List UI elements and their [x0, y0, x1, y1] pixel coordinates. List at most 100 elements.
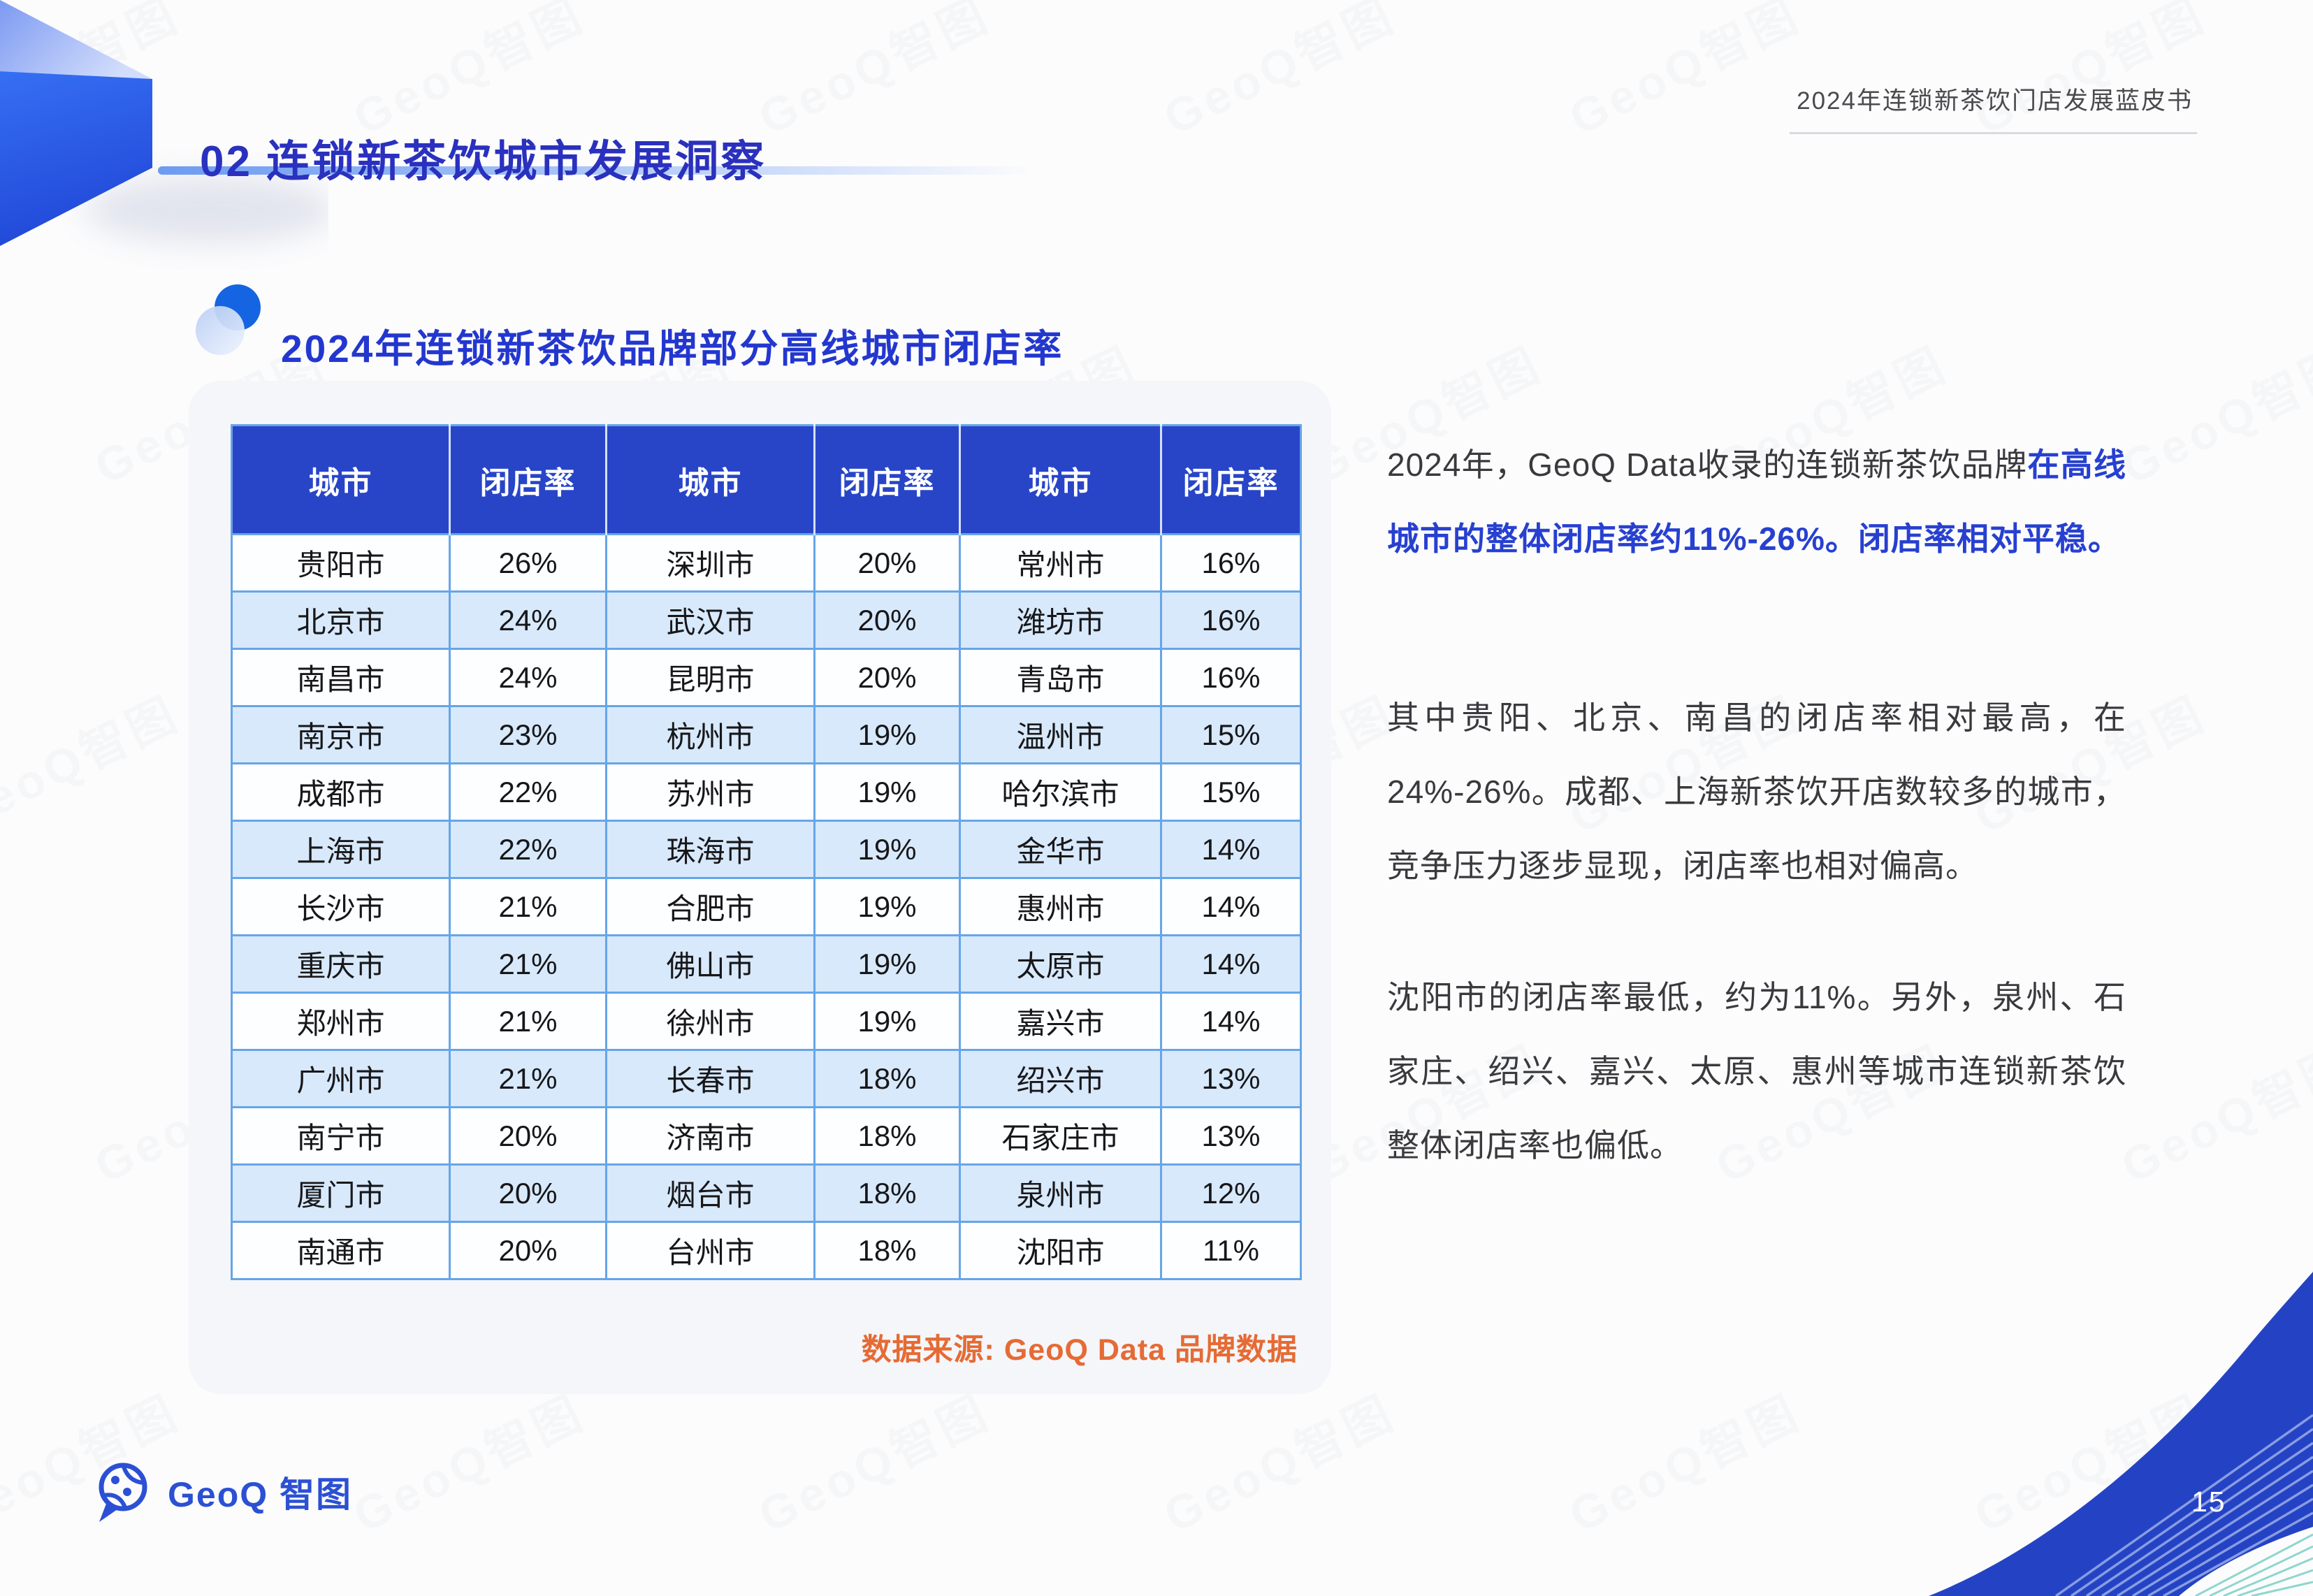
table-header-row: 城市 闭店率 城市 闭店率 城市 闭店率: [231, 425, 1301, 535]
city-cell: 贵阳市: [231, 533, 451, 593]
cube-top-face: [0, 0, 152, 79]
cube-front-face: [0, 71, 152, 246]
closure-rate-cell: 22%: [449, 762, 607, 822]
closure-rate-cell: 14%: [1160, 820, 1302, 879]
closure-rate-cell: 12%: [1160, 1163, 1302, 1223]
city-cell: 嘉兴市: [959, 992, 1162, 1051]
table-row: 广州市 21% 长春市 18% 绍兴市 13%: [231, 1049, 1302, 1108]
city-cell: 泉州市: [959, 1163, 1162, 1223]
table-row: 南通市 20% 台州市 18% 沈阳市 11%: [231, 1221, 1302, 1280]
closure-rate-cell: 20%: [813, 590, 961, 650]
closure-table-body: 贵阳市 26% 深圳市 20% 常州市 16% 北京市 24% 武汉市 20% 潍坊市 16% 南昌市 2…: [231, 533, 1302, 1280]
closure-rate-cell: 18%: [813, 1106, 961, 1166]
report-title: 2024年连锁新茶饮门店发展蓝皮书: [1790, 81, 2197, 134]
closure-rate-cell: 19%: [813, 992, 961, 1051]
geoq-logo-icon: [99, 1463, 147, 1522]
watermark-text: GeoQ智图: [345, 1385, 593, 1543]
data-source-note: 数据来源: GeoQ Data 品牌数据: [861, 1333, 1298, 1367]
city-cell: 温州市: [959, 705, 1162, 764]
closure-rate-cell: 19%: [813, 762, 961, 822]
city-cell: 烟台市: [605, 1163, 815, 1223]
table-row: 成都市 22% 苏州市 19% 哈尔滨市 15%: [231, 762, 1302, 822]
closure-rate-cell: 13%: [1160, 1106, 1302, 1166]
closure-rate-cell: 13%: [1160, 1049, 1302, 1108]
city-cell: 成都市: [231, 762, 451, 822]
title-underline-decoration: [158, 166, 1033, 175]
city-cell: 佛山市: [605, 934, 815, 994]
city-cell: 南京市: [231, 705, 451, 764]
page-title: 02 连锁新茶饮城市发展洞察: [200, 137, 767, 186]
table-row: 南京市 23% 杭州市 19% 温州市 15%: [231, 705, 1302, 764]
closure-rate-cell: 20%: [813, 533, 961, 593]
city-cell: 常州市: [959, 533, 1162, 593]
table-row: 南宁市 20% 济南市 18% 石家庄市 13%: [231, 1106, 1302, 1166]
closure-rate-cell: 19%: [813, 820, 961, 879]
table-row: 南昌市 24% 昆明市 20% 青岛市 16%: [231, 648, 1302, 707]
closure-rate-cell: 22%: [449, 820, 607, 879]
cube-shadow: [84, 176, 328, 243]
table-header-cell: 闭店率: [449, 425, 607, 535]
watermark-text: GeoQ智图: [2113, 337, 2313, 495]
city-cell: 重庆市: [231, 934, 451, 994]
closure-rate-cell: 15%: [1160, 762, 1302, 822]
table-panel: 城市 闭店率 城市 闭店率 城市 闭店率 贵阳市 26% 深圳市 20% 常州市 16% 北京市 24%…: [189, 381, 1331, 1394]
city-cell: 上海市: [231, 820, 451, 879]
section-title: 2024年连锁新茶饮品牌部分高线城市闭店率: [281, 326, 1064, 370]
city-cell: 石家庄市: [959, 1106, 1162, 1166]
closure-rate-cell: 21%: [449, 1049, 607, 1108]
closure-rate-cell: 19%: [813, 877, 961, 936]
watermark-text: GeoQ智图: [751, 0, 999, 145]
table-row: 贵阳市 26% 深圳市 20% 常州市 16%: [231, 533, 1302, 593]
table-row: 重庆市 21% 佛山市 19% 太原市 14%: [231, 934, 1302, 994]
swoosh-stripes: [2054, 1414, 2313, 1596]
corner-swoosh-decoration: [1929, 1272, 2313, 1596]
city-cell: 杭州市: [605, 705, 815, 764]
analysis-paragraph-1: 2024年，GeoQ Data收录的连锁新茶饮品牌在高线城市的整体闭店率约11%…: [1387, 428, 2126, 576]
city-cell: 徐州市: [605, 992, 815, 1051]
closure-rate-cell: 19%: [813, 934, 961, 994]
city-cell: 哈尔滨市: [959, 762, 1162, 822]
closure-rate-cell: 26%: [449, 533, 607, 593]
closure-rate-cell: 20%: [449, 1221, 607, 1280]
city-cell: 南宁市: [231, 1106, 451, 1166]
city-cell: 惠州市: [959, 877, 1162, 936]
table-row: 北京市 24% 武汉市 20% 潍坊市 16%: [231, 590, 1302, 650]
brand-logo: GeoQ 智图: [92, 1459, 352, 1525]
closure-rate-cell: 15%: [1160, 705, 1302, 764]
closure-rate-cell: 20%: [449, 1106, 607, 1166]
city-cell: 绍兴市: [959, 1049, 1162, 1108]
closure-rate-cell: 21%: [449, 877, 607, 936]
closure-rate-cell: 24%: [449, 648, 607, 707]
closure-rate-cell: 21%: [449, 992, 607, 1051]
closure-rate-table: 城市 闭店率 城市 闭店率 城市 闭店率 贵阳市 26% 深圳市 20% 常州市 16% 北京市 24%…: [231, 424, 1302, 1280]
city-cell: 沈阳市: [959, 1221, 1162, 1280]
city-cell: 昆明市: [605, 648, 815, 707]
city-cell: 长春市: [605, 1049, 815, 1108]
analysis-paragraph-3: 沈阳市的闭店率最低，约为11%。另外，泉州、石家庄、绍兴、嘉兴、太原、惠州等城市…: [1387, 979, 2126, 1163]
city-cell: 厦门市: [231, 1163, 451, 1223]
table-header-cell: 城市: [605, 425, 815, 535]
closure-rate-cell: 16%: [1160, 533, 1302, 593]
watermark-text: GeoQ智图: [0, 686, 188, 844]
table-header-cell: 闭店率: [1160, 425, 1301, 535]
city-cell: 珠海市: [605, 820, 815, 879]
city-cell: 郑州市: [231, 992, 451, 1051]
closure-rate-cell: 20%: [449, 1163, 607, 1223]
brand-logo-text: GeoQ 智图: [168, 1475, 353, 1514]
closure-rate-cell: 14%: [1160, 992, 1302, 1051]
closure-rate-cell: 24%: [449, 590, 607, 650]
city-cell: 南通市: [231, 1221, 451, 1280]
city-cell: 潍坊市: [959, 590, 1162, 650]
swoosh-band: [1929, 1272, 2313, 1596]
closure-rate-cell: 18%: [813, 1221, 961, 1280]
teal-lines: [2195, 1533, 2313, 1596]
table-row: 郑州市 21% 徐州市 19% 嘉兴市 14%: [231, 992, 1302, 1051]
corner-cube-decoration: [0, 0, 328, 246]
closure-rate-cell: 14%: [1160, 934, 1302, 994]
closure-rate-cell: 16%: [1160, 590, 1302, 650]
city-cell: 深圳市: [605, 533, 815, 593]
city-cell: 济南市: [605, 1106, 815, 1166]
page-number: 15: [2191, 1486, 2226, 1518]
city-cell: 武汉市: [605, 590, 815, 650]
closure-rate-cell: 21%: [449, 934, 607, 994]
